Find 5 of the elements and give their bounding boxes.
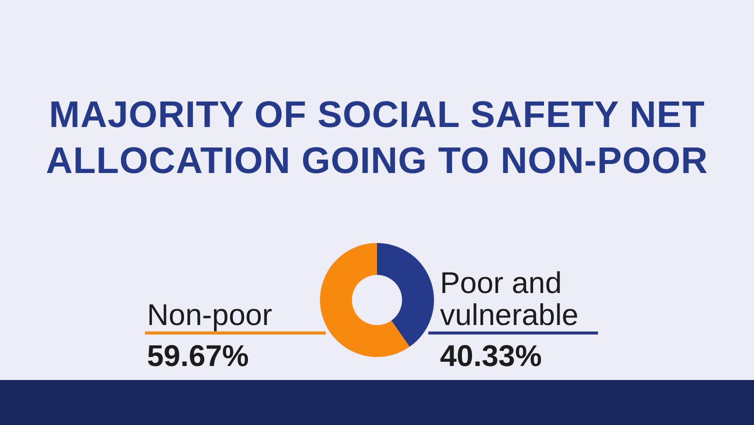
slice-label: Poor and vulnerable: [440, 267, 578, 332]
data-label: 40.33%: [440, 340, 542, 373]
chart-title: MAJORITY OF SOCIAL SAFETY NET ALLOCATION GOING TO NON-POOR: [44, 93, 710, 183]
slice-label: Non-poor: [147, 299, 272, 332]
data-label: 59.67%: [147, 340, 249, 373]
